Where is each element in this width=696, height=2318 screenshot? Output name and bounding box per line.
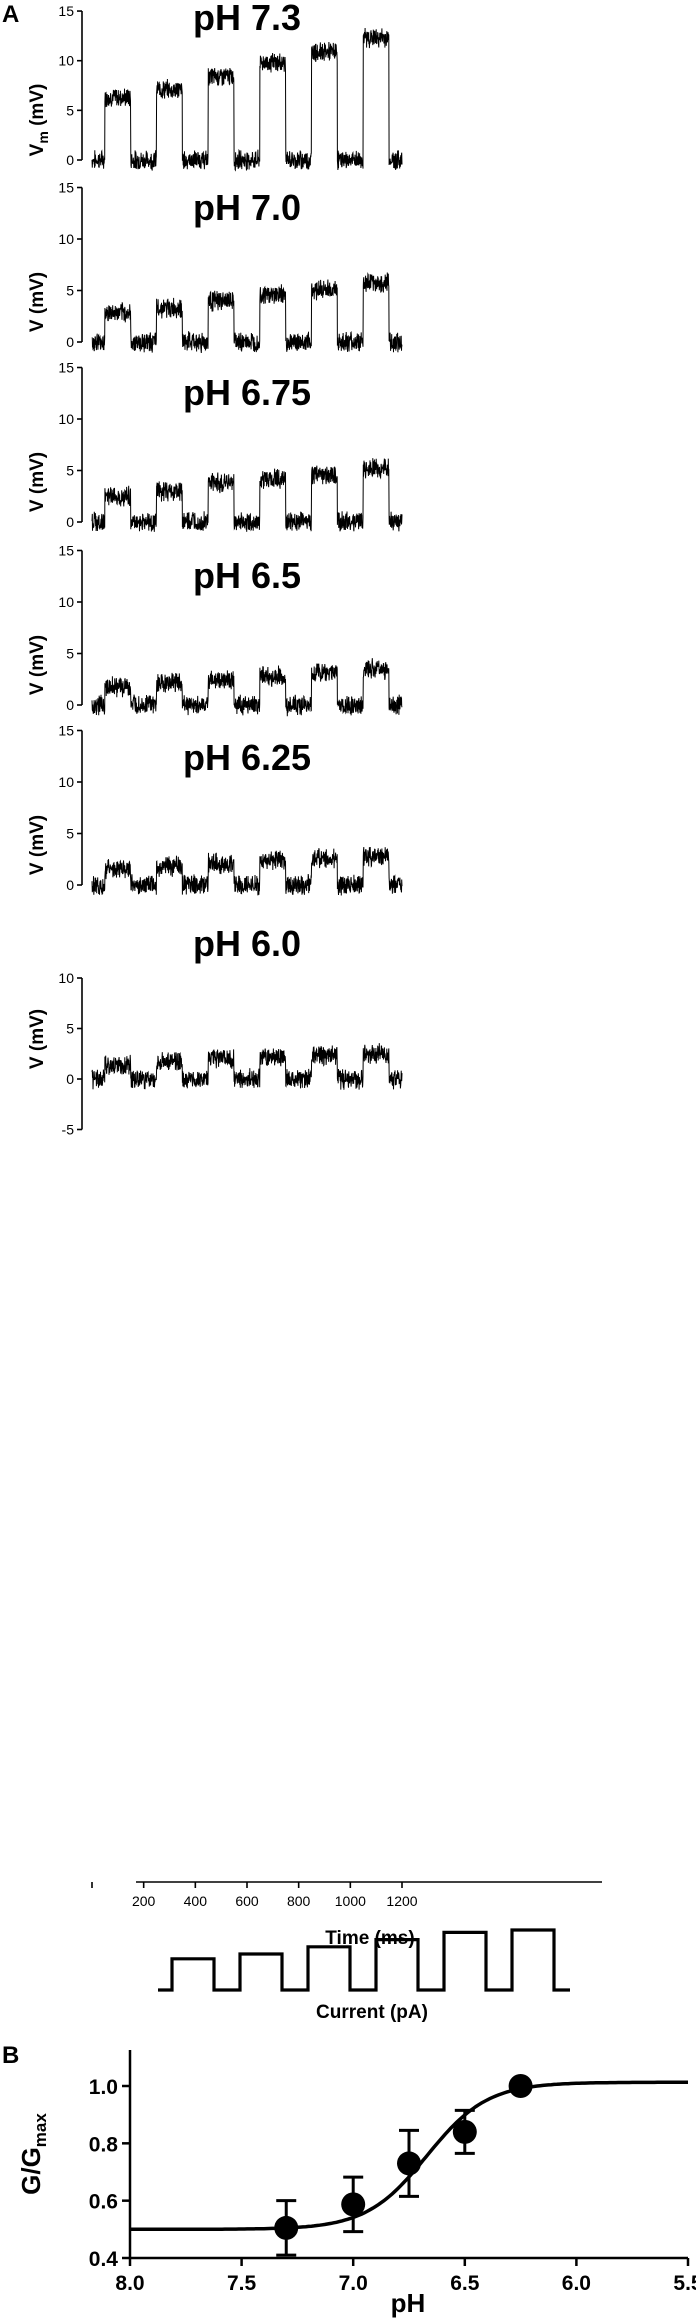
trace-y-axis-label: V (mV)	[27, 272, 48, 332]
b-data-point	[397, 2151, 421, 2176]
trace-y-tick-label: 10	[58, 411, 74, 427]
trace-y-tick-label: 10	[58, 594, 74, 610]
trace-y-tick-label: 15	[58, 3, 74, 19]
panel-b-letter: B	[2, 2042, 19, 2069]
trace-y-label-main: V	[27, 319, 48, 332]
trace-y-label-main: V	[27, 499, 48, 512]
b-x-tick-label: 7.5	[227, 2272, 257, 2295]
time-axis-tick-label: 200	[132, 1893, 156, 1909]
b-data-point	[508, 2074, 533, 2098]
trace-panel-0: 15 10 5 0 pH 7.3 Vm (mV)	[27, 0, 403, 172]
trace-title: pH 6.75	[183, 372, 311, 413]
trace-y-tick-label: 10	[58, 970, 74, 986]
b-y-tick-label: 1.0	[89, 2076, 118, 2099]
time-axis-tick-label: 800	[287, 1893, 311, 1909]
panel-a-letter: A	[2, 1, 19, 28]
trace-y-tick-label: 0	[66, 334, 74, 350]
trace-y-tick-label: 5	[66, 646, 74, 662]
trace-y-label-sub: m	[35, 131, 51, 143]
b-data-point	[452, 2119, 477, 2144]
trace-y-label-unit: (mV)	[27, 452, 48, 500]
trace-y-tick-label: 5	[66, 283, 74, 299]
b-y-tick-label: 0.6	[89, 2191, 118, 2214]
voltage-trace	[91, 27, 403, 172]
trace-panel-5: 10 5 0 -5 pH 6.0 V (mV)	[27, 923, 403, 1138]
b-y-tick-label: 0.8	[89, 2133, 119, 2156]
time-axis: Time (ms) 200 400 600 800 1000 1200	[91, 1881, 602, 1949]
trace-y-label-main: V	[27, 143, 48, 156]
trace-y-tick-label: 0	[66, 877, 74, 893]
b-x-tick-label: 6.5	[450, 2272, 480, 2295]
trace-y-axis-label: V (mV)	[27, 452, 48, 512]
trace-y-tick-label: 5	[66, 102, 74, 118]
trace-panel-4: 15 10 5 0 pH 6.25 V (mV)	[27, 723, 403, 896]
trace-y-label-unit: (mV)	[27, 815, 48, 863]
trace-y-tick-label: 15	[58, 360, 74, 376]
current-protocol-waveform	[158, 1928, 570, 1992]
voltage-trace	[91, 846, 403, 896]
trace-title: pH 6.0	[193, 923, 301, 964]
b-data-point	[274, 2215, 299, 2240]
trace-title: pH 6.5	[193, 555, 301, 596]
time-axis-tick-label: 600	[235, 1893, 259, 1909]
trace-panel-3: 15 10 5 0 pH 6.5 V (mV)	[27, 543, 403, 717]
voltage-trace	[91, 458, 403, 532]
time-axis-tick-label: 1200	[386, 1893, 417, 1909]
trace-y-tick-label: 0	[66, 1071, 74, 1087]
trace-y-label-main: V	[27, 682, 48, 695]
voltage-trace	[91, 272, 403, 354]
trace-y-label-unit: (mV)	[27, 272, 48, 320]
time-axis-tick-label: 400	[184, 1893, 208, 1909]
trace-y-axis-label: V (mV)	[27, 1009, 48, 1069]
trace-y-tick-label: 0	[66, 697, 74, 713]
b-x-tick-label: 8.0	[115, 2272, 144, 2295]
trace-y-tick-label: 5	[66, 826, 74, 842]
b-x-axis-label: pH	[391, 2288, 426, 2318]
trace-y-tick-label: 5	[66, 1021, 74, 1037]
trace-title: pH 7.0	[193, 187, 301, 228]
voltage-trace	[91, 1043, 403, 1090]
trace-y-tick-label: 10	[58, 774, 74, 790]
voltage-trace	[91, 658, 403, 717]
trace-y-label-unit: (mV)	[27, 84, 48, 132]
current-protocol: Current (pA)	[158, 1928, 570, 2023]
trace-y-axis-label: V (mV)	[27, 635, 48, 695]
time-axis-tick-label: 1000	[335, 1893, 366, 1909]
b-x-tick-label: 6.0	[562, 2272, 591, 2295]
time-axis-label: Time (ms)	[325, 1928, 414, 1949]
b-y-axis-label-sub: max	[31, 2113, 50, 2148]
trace-y-label-main: V	[27, 1056, 48, 1069]
trace-y-tick-label: 10	[58, 231, 74, 247]
trace-y-tick-label: -5	[62, 1122, 75, 1138]
trace-y-axis-label: V (mV)	[27, 815, 48, 875]
trace-y-tick-label: 15	[58, 723, 74, 739]
b-data-point	[341, 2192, 366, 2217]
trace-y-label-unit: (mV)	[27, 635, 48, 683]
trace-title: pH 6.25	[183, 737, 311, 778]
trace-y-tick-label: 10	[58, 53, 74, 69]
trace-y-tick-label: 15	[58, 543, 74, 559]
current-protocol-label: Current (pA)	[316, 2002, 428, 2023]
trace-title: pH 7.3	[193, 0, 301, 38]
trace-panel-1: 15 10 5 0 pH 7.0 V (mV)	[27, 180, 403, 354]
trace-y-label-main: V	[27, 862, 48, 875]
b-y-axis-label-main: G/G	[16, 2147, 46, 2195]
b-y-axis-label: G/Gmax	[16, 2113, 50, 2195]
trace-y-tick-label: 5	[66, 463, 74, 479]
b-x-tick-label: 7.0	[339, 2272, 368, 2295]
trace-y-tick-label: 15	[58, 180, 74, 196]
panel-b-chart: B pH G/Gmax 1.0 0.8 0.6 0.48.0 7.5 7.0 6.5 6.0 5…	[2, 2042, 696, 2318]
b-x-tick-label: 5.5	[673, 2272, 696, 2295]
trace-y-tick-label: 0	[66, 514, 74, 530]
trace-y-tick-label: 0	[66, 152, 74, 168]
trace-y-axis-label: Vm (mV)	[27, 84, 51, 157]
trace-y-label-unit: (mV)	[27, 1009, 48, 1057]
b-y-tick-label: 0.4	[89, 2248, 119, 2271]
trace-panel-2: 15 10 5 0 pH 6.75 V (mV)	[27, 360, 403, 532]
